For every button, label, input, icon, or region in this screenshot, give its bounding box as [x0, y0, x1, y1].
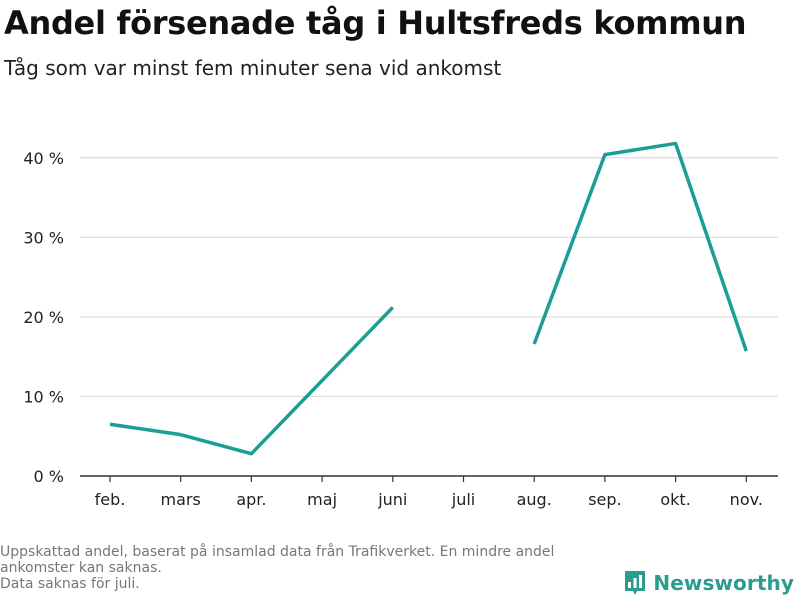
- chart-subtitle: Tåg som var minst fem minuter sena vid a…: [4, 56, 502, 80]
- brand-name: Newsworthy: [653, 571, 794, 595]
- x-axis-ticks: feb. mars apr. maj juni juli aug. sep. okt. nov.: [95, 476, 763, 509]
- line-chart: 0 % 10 % 20 % 30 % 40 % feb. mars apr. maj juni j…: [23, 141, 778, 509]
- x-tick-label: apr.: [236, 490, 266, 509]
- series-line-segment: [532, 141, 748, 352]
- x-tick-label: maj: [307, 490, 337, 509]
- chart-title: Andel försenade tåg i Hultsfreds kommun: [4, 4, 747, 42]
- y-tick-label: 40 %: [23, 149, 64, 168]
- footnote-line: Uppskattad andel, baserat på insamlad da…: [0, 544, 555, 560]
- x-tick-label: feb.: [95, 490, 126, 509]
- footnote-line: Data saknas för juli.: [0, 576, 140, 592]
- brand-logo[interactable]: Newsworthy: [623, 568, 794, 598]
- series-line-segment: [109, 306, 395, 456]
- y-tick-label: 0 %: [34, 467, 64, 486]
- y-axis-ticks: 0 % 10 % 20 % 30 % 40 %: [23, 149, 64, 486]
- footnote: Uppskattad andel, baserat på insamlad da…: [0, 544, 640, 592]
- x-tick-label: sep.: [588, 490, 621, 509]
- series-lines: [109, 141, 748, 456]
- x-tick-label: aug.: [517, 490, 552, 509]
- footnote-line: ankomster kan saknas.: [0, 560, 162, 576]
- gridlines: [80, 157, 778, 477]
- x-tick-label: mars: [161, 490, 201, 509]
- y-tick-label: 10 %: [23, 387, 64, 406]
- y-tick-label: 30 %: [23, 228, 64, 247]
- x-tick-label: juli: [451, 490, 475, 509]
- x-tick-label: nov.: [730, 490, 763, 509]
- bar-chart-logo-icon: [625, 571, 646, 595]
- x-tick-label: okt.: [660, 490, 690, 509]
- y-tick-label: 20 %: [23, 308, 64, 327]
- x-tick-label: juni: [377, 490, 407, 509]
